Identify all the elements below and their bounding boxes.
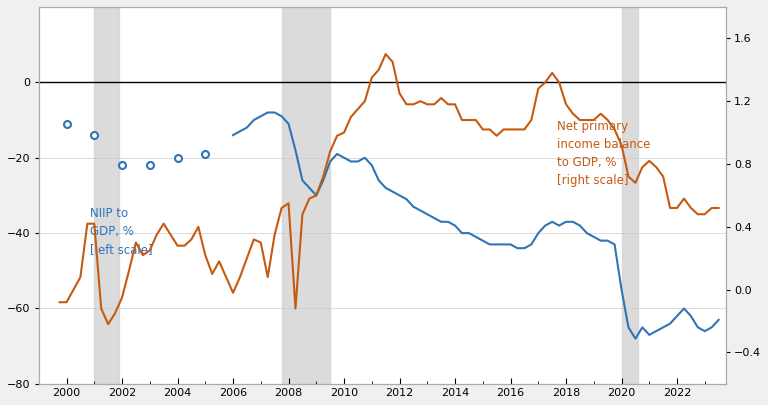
Text: NIIP to
GDP, %
[left scale]: NIIP to GDP, % [left scale]: [91, 207, 153, 256]
Bar: [94, 7, 119, 384]
Bar: [621, 7, 638, 384]
Text: Net primary
income balance
to GDP, %
[right scale]: Net primary income balance to GDP, % [ri…: [558, 120, 650, 187]
Bar: [282, 7, 330, 384]
